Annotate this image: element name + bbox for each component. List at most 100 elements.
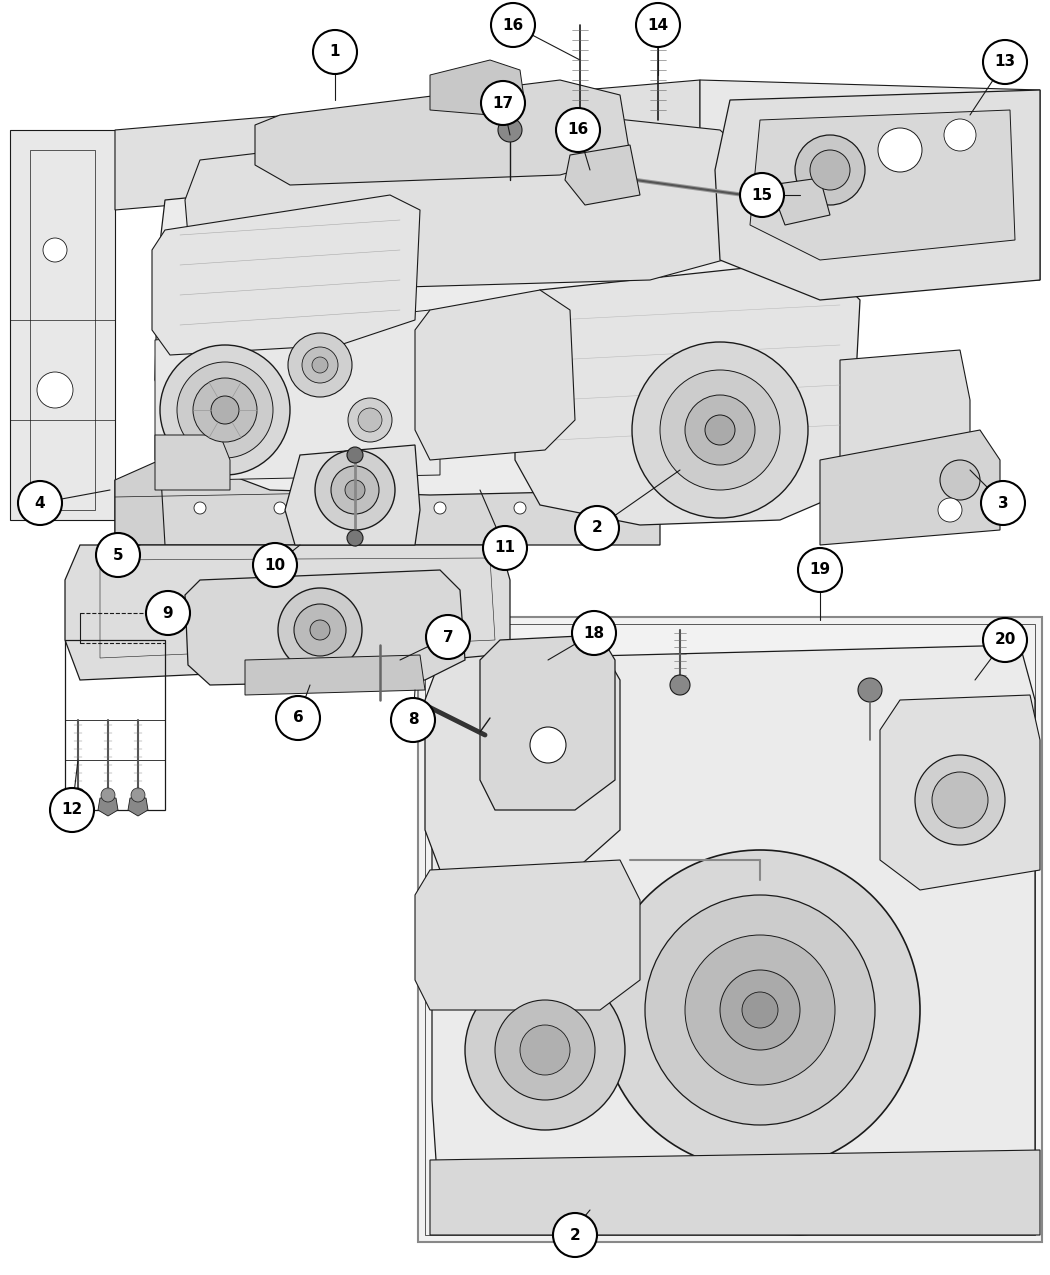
Circle shape <box>346 530 363 546</box>
Circle shape <box>645 895 875 1125</box>
Text: 16: 16 <box>502 18 524 32</box>
Circle shape <box>345 479 365 500</box>
Circle shape <box>426 615 470 659</box>
Circle shape <box>632 342 808 518</box>
Text: 10: 10 <box>265 557 286 572</box>
Circle shape <box>43 238 67 261</box>
Circle shape <box>594 502 606 514</box>
Circle shape <box>358 408 382 432</box>
Text: 19: 19 <box>810 562 831 578</box>
Circle shape <box>938 499 962 521</box>
Circle shape <box>302 347 338 382</box>
Circle shape <box>71 788 85 802</box>
Polygon shape <box>770 179 830 224</box>
Circle shape <box>685 395 755 465</box>
Polygon shape <box>514 260 860 525</box>
Circle shape <box>983 618 1027 662</box>
Circle shape <box>288 333 352 397</box>
Text: 15: 15 <box>752 187 773 203</box>
Circle shape <box>101 788 116 802</box>
Circle shape <box>705 414 735 445</box>
Polygon shape <box>155 310 440 479</box>
Text: 1: 1 <box>330 45 340 60</box>
Text: 8: 8 <box>407 713 418 728</box>
Polygon shape <box>480 635 615 810</box>
Circle shape <box>465 970 625 1130</box>
Polygon shape <box>432 645 1035 1235</box>
Polygon shape <box>700 80 1040 280</box>
Text: 12: 12 <box>61 802 83 817</box>
Text: 11: 11 <box>495 541 516 556</box>
Circle shape <box>348 398 392 442</box>
Polygon shape <box>245 655 425 695</box>
Circle shape <box>274 502 286 514</box>
Circle shape <box>495 1000 595 1100</box>
Polygon shape <box>750 110 1015 260</box>
Polygon shape <box>128 798 148 816</box>
Text: 4: 4 <box>35 496 45 510</box>
Polygon shape <box>98 798 118 816</box>
Circle shape <box>18 481 62 525</box>
Circle shape <box>310 620 330 640</box>
Polygon shape <box>10 130 116 520</box>
Circle shape <box>131 788 145 802</box>
Polygon shape <box>116 80 700 210</box>
Circle shape <box>211 397 239 425</box>
Polygon shape <box>880 695 1040 890</box>
Circle shape <box>572 611 616 655</box>
Text: 16: 16 <box>567 122 589 138</box>
Polygon shape <box>840 351 970 479</box>
Circle shape <box>795 135 865 205</box>
Circle shape <box>520 1025 570 1075</box>
Circle shape <box>37 372 74 408</box>
Circle shape <box>670 674 690 695</box>
Circle shape <box>331 465 379 514</box>
Circle shape <box>434 502 446 514</box>
Circle shape <box>346 448 363 463</box>
Text: 2: 2 <box>591 520 603 536</box>
Text: 14: 14 <box>648 18 669 32</box>
Circle shape <box>915 755 1005 845</box>
Circle shape <box>940 460 980 500</box>
Text: 5: 5 <box>112 547 123 562</box>
Circle shape <box>553 1213 597 1257</box>
Polygon shape <box>185 115 770 289</box>
Circle shape <box>194 502 206 514</box>
Circle shape <box>932 771 988 827</box>
Circle shape <box>253 543 297 586</box>
Circle shape <box>742 992 778 1028</box>
Polygon shape <box>415 861 640 1010</box>
Circle shape <box>798 548 842 592</box>
Polygon shape <box>152 195 420 354</box>
Circle shape <box>96 533 140 578</box>
Circle shape <box>483 527 527 570</box>
Text: 9: 9 <box>163 606 173 621</box>
Circle shape <box>600 850 920 1170</box>
Polygon shape <box>116 470 660 544</box>
Circle shape <box>160 346 290 476</box>
Circle shape <box>514 502 526 514</box>
Circle shape <box>312 357 328 374</box>
Text: 18: 18 <box>584 626 605 640</box>
Circle shape <box>556 108 600 152</box>
Text: 13: 13 <box>994 55 1015 70</box>
Circle shape <box>278 588 362 672</box>
Circle shape <box>740 173 784 217</box>
Circle shape <box>481 82 525 125</box>
Polygon shape <box>285 445 420 544</box>
Polygon shape <box>425 645 620 870</box>
Circle shape <box>313 31 357 74</box>
Polygon shape <box>155 435 230 490</box>
Circle shape <box>354 502 366 514</box>
Circle shape <box>636 3 680 47</box>
Polygon shape <box>418 617 1042 1242</box>
Text: 7: 7 <box>443 630 454 644</box>
Circle shape <box>983 40 1027 84</box>
Polygon shape <box>565 145 640 205</box>
Circle shape <box>315 450 395 530</box>
Circle shape <box>498 119 522 142</box>
Circle shape <box>660 370 780 490</box>
Circle shape <box>276 696 320 740</box>
Text: 2: 2 <box>569 1228 581 1243</box>
Text: 17: 17 <box>492 96 513 111</box>
